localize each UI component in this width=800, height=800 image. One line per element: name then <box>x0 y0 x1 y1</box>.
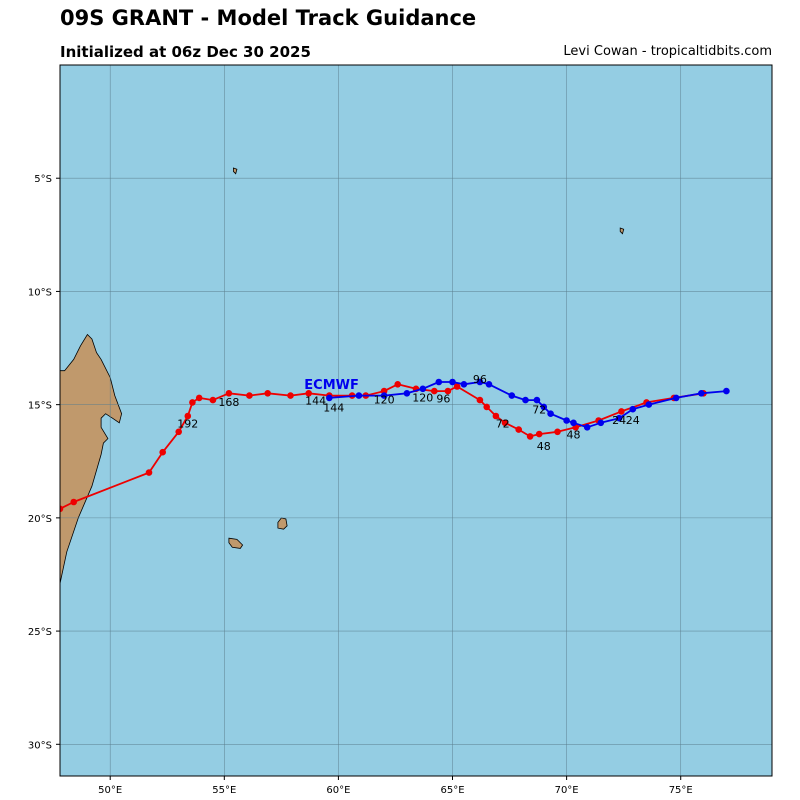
forecast-hour-label: 120 <box>412 391 433 404</box>
forecast-hour-label: 24 <box>626 414 640 427</box>
red-track-point <box>492 412 500 420</box>
lat-tick-label: 10°S <box>28 287 52 298</box>
blue-track-point <box>326 394 333 402</box>
small-island-b-land <box>619 227 625 235</box>
model-label-ecmwf: ECMWF <box>304 378 359 393</box>
red-track-point <box>195 394 203 402</box>
red-track-point <box>554 428 561 436</box>
red-track-point <box>526 433 534 440</box>
lon-tick-label: 75°E <box>669 785 693 796</box>
forecast-hour-label: 24 <box>612 414 626 427</box>
chart-title: 09S GRANT - Model Track Guidance <box>60 6 477 30</box>
blue-track-point <box>403 390 411 397</box>
blue-track-point <box>435 378 443 386</box>
forecast-hour-label: 96 <box>473 373 487 386</box>
red-track-point <box>444 387 452 395</box>
red-track-point <box>501 419 509 427</box>
blue-track-point <box>615 414 623 422</box>
blue-track-point <box>629 405 637 413</box>
red-track-point <box>225 390 233 397</box>
blue-track-point <box>645 401 653 408</box>
red-track-point <box>70 498 77 506</box>
axis-tick-layer: 50°E 55°E 60°E 65°E 70°E 75°E 5°S 10°S 15°S 20°S 2… <box>28 174 693 796</box>
lat-tick-label: 25°S <box>28 627 52 638</box>
credit-text: Levi Cowan - tropicaltidbits.com <box>563 44 772 59</box>
red-track-point <box>184 412 192 420</box>
blue-track-point <box>533 396 541 404</box>
red-track-point <box>159 448 166 456</box>
forecast-hour-label: 144 <box>323 401 344 414</box>
lon-tick-label: 55°E <box>212 785 236 796</box>
grid-layer <box>60 65 772 776</box>
red-track-point <box>515 426 522 433</box>
blue-track-point <box>672 394 680 402</box>
land-layer <box>60 167 625 584</box>
red-track-point <box>394 381 402 388</box>
lat-tick-label: 15°S <box>28 401 52 412</box>
forecast-hour-label: 96 <box>436 392 450 405</box>
red-track-point <box>431 387 438 395</box>
track-layer <box>60 378 730 513</box>
red-track-point <box>189 399 196 406</box>
blue-track-point <box>419 385 427 393</box>
blue-track-point <box>563 417 570 424</box>
blue-track-point <box>583 424 591 431</box>
red-track-point <box>209 396 217 404</box>
blue-track-point <box>449 378 456 386</box>
blue-track-point <box>547 410 554 418</box>
ocean-background <box>60 65 772 776</box>
plot-frame <box>59 64 773 777</box>
red-track-point <box>145 469 153 476</box>
red-track-point <box>287 392 294 399</box>
red-track-point <box>453 383 461 390</box>
blue-track-point <box>460 381 468 388</box>
mauritius-land <box>277 517 288 530</box>
lon-tick-label: 65°E <box>440 785 464 796</box>
blue-track-point <box>597 419 605 427</box>
blue-track-point <box>540 403 548 411</box>
red-track-point <box>246 392 253 399</box>
forecast-hour-label: 144 <box>305 395 326 408</box>
red-track-point <box>264 390 272 397</box>
red-track-point <box>175 428 182 436</box>
red-track-point <box>60 505 64 513</box>
lon-tick-label: 50°E <box>98 785 122 796</box>
forecast-hour-label: 192 <box>177 417 198 430</box>
forecast-hour-label: 72 <box>532 404 546 417</box>
blue-track-point <box>522 396 529 404</box>
blue-track-point <box>508 392 516 399</box>
forecast-hour-label: 120 <box>374 394 395 407</box>
blue-track-point <box>698 390 705 397</box>
red-track-point <box>483 403 491 411</box>
blue-track-point <box>476 378 484 386</box>
blue-track-point <box>355 392 363 399</box>
forecast-hour-label: 168 <box>218 396 239 409</box>
blue-track-point <box>485 381 493 388</box>
chart-subtitle: Initialized at 06z Dec 30 2025 <box>60 43 311 61</box>
lat-tick-label: 30°S <box>28 740 52 751</box>
red-track-point <box>476 396 484 404</box>
blue-track-point <box>570 419 577 427</box>
red-track-point <box>535 430 543 438</box>
small-island-a-land <box>232 167 238 175</box>
lat-tick-label: 20°S <box>28 514 52 525</box>
lat-tick-label: 5°S <box>34 174 52 185</box>
blue-track-point <box>723 387 730 395</box>
forecast-hour-label: 48 <box>537 440 551 453</box>
forecast-hour-label: 48 <box>567 429 581 442</box>
red-track-point <box>618 408 625 415</box>
red-track-point <box>305 390 313 397</box>
lon-tick-label: 70°E <box>555 785 579 796</box>
forecast-hour-label: 72 <box>496 417 510 430</box>
lon-tick-label: 60°E <box>326 785 350 796</box>
reunion-land <box>228 537 244 549</box>
blue-track-point <box>380 392 388 399</box>
